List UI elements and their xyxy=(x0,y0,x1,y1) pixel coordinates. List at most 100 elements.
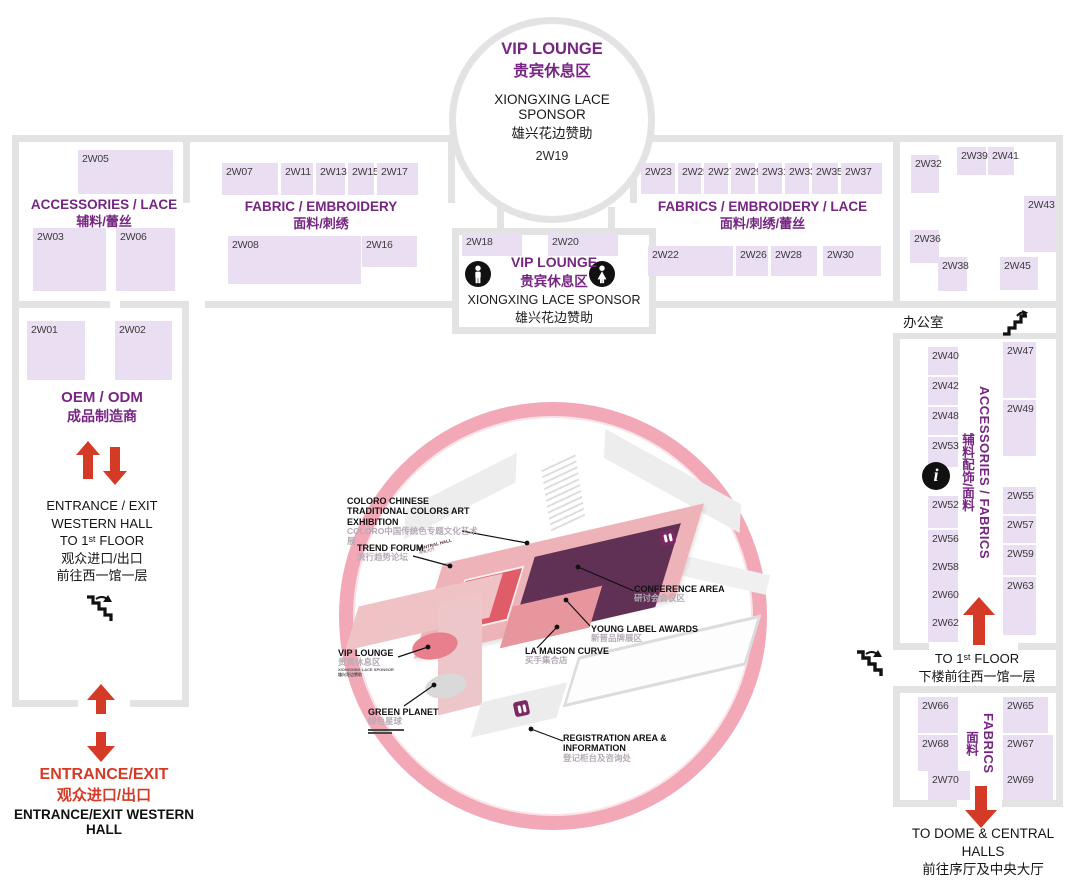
up-arrow xyxy=(963,597,995,645)
wall-segment xyxy=(893,301,1063,308)
booth: 2W42 xyxy=(928,377,959,405)
wall-segment xyxy=(182,308,189,707)
wall-segment xyxy=(893,643,929,650)
wall-segment xyxy=(12,135,450,142)
inset-annotation-cn: COLORO中国传统色专题文化艺术展 xyxy=(347,526,478,546)
vip-circle-outline xyxy=(449,17,655,223)
booth: 2W16 xyxy=(362,236,417,267)
wall-segment xyxy=(893,339,900,647)
vip-circle-sponsor: XIONGXING LACE xyxy=(494,92,610,107)
wall-segment xyxy=(893,333,1063,339)
booth: 2W27 xyxy=(704,163,735,194)
booth: 2W13 xyxy=(316,163,347,195)
booth: 2W15 xyxy=(348,163,379,195)
booth: 2W33 xyxy=(785,163,816,194)
inset-annotation: GREEN PLANET xyxy=(368,707,439,717)
booth: 2W40 xyxy=(928,347,959,375)
booth: 2W68 xyxy=(918,735,958,771)
booth: 2W02 xyxy=(115,321,172,380)
booth: 2W05 xyxy=(78,150,173,194)
inset-annotation: CONFERENCE AREA xyxy=(634,584,725,594)
booth: 2W60 xyxy=(928,586,959,614)
booth: 2W03 xyxy=(33,228,106,291)
wall-segment xyxy=(183,135,190,203)
booth: 2W11 xyxy=(281,163,313,195)
wall-segment xyxy=(205,301,457,308)
inset-annotation: YOUNG LABEL AWARDS xyxy=(591,624,699,634)
booth: 2W28 xyxy=(771,246,817,276)
section-title: FABRIC / EMBROIDERY xyxy=(244,199,398,214)
booth: 2W29 xyxy=(731,163,762,194)
office-label: 办公室 xyxy=(903,315,944,330)
booth: 2W56 xyxy=(928,530,959,558)
vip-bar-sponsor: XIONGXING LACE SPONSOR xyxy=(467,293,641,307)
inset-annotation-cn: 流行趋势论坛 xyxy=(357,552,409,563)
section-title-cn: 面料 xyxy=(964,730,978,756)
section-title: ACCESSORIES / LACE xyxy=(30,197,178,212)
male-restroom-icon xyxy=(465,261,491,287)
inset-annotation: COLORO CHINESE TRADITIONAL COLORS ART EX… xyxy=(347,496,470,527)
stairs-down-icon xyxy=(857,650,883,676)
entrance-label: ENTRANCE/EXIT xyxy=(39,766,169,783)
booth: 2W59 xyxy=(1003,545,1036,575)
wall-segment xyxy=(645,135,1063,142)
wall-segment xyxy=(12,135,19,707)
wall-segment xyxy=(1002,800,1063,807)
booth: 2W55 xyxy=(1003,487,1036,514)
booth: 2W65 xyxy=(1003,697,1048,733)
section-title: OEM / ODM xyxy=(61,389,143,406)
booth: 2W49 xyxy=(1003,400,1036,456)
wall-segment xyxy=(1056,135,1063,807)
booth: 2W38 xyxy=(938,257,969,291)
up-down-arrow xyxy=(87,684,115,762)
inset-annotation-sub: 雄兴花边赞助 xyxy=(338,671,362,677)
inset-annotation-cn: 贵宾休息区 xyxy=(338,657,381,668)
section-title: FABRICS xyxy=(981,712,996,774)
booth: 2W43 xyxy=(1024,196,1056,252)
inset-annotation-sub xyxy=(368,728,404,731)
booth: 2W01 xyxy=(27,321,85,380)
booth: 2W69 xyxy=(1003,771,1053,800)
wall-segment xyxy=(130,700,189,707)
vip-bar-title: VIP LOUNGE xyxy=(510,254,598,270)
note-line: 前往西一馆一层 xyxy=(56,568,148,584)
inset-annotation-cn: 新晋品牌展区 xyxy=(591,633,643,644)
inset-annotation-sub: XIONGXING LACE SPONSOR xyxy=(338,667,394,673)
female-restroom-icon xyxy=(589,261,615,287)
wall-segment xyxy=(1018,643,1063,650)
booth: 2W30 xyxy=(823,246,881,276)
booth: 2W58 xyxy=(928,558,959,586)
booth: 2W31 xyxy=(758,163,789,194)
inset-annotation: VIP LOUNGE xyxy=(338,648,394,658)
booth: 2W48 xyxy=(928,407,959,435)
note-line: 下楼前往西一馆一层 xyxy=(918,668,1036,684)
inset-annotation-cn: 登记柜台及咨询处 xyxy=(563,752,632,763)
booth: 2W26 xyxy=(736,246,768,276)
booth: 2W57 xyxy=(1003,516,1036,543)
inset-annotation: LA MAISON CURVE xyxy=(525,646,610,656)
wall-segment xyxy=(497,207,504,233)
booth: 2W36 xyxy=(910,230,941,263)
wall-segment xyxy=(893,688,900,807)
booth: 2W19 xyxy=(535,149,569,163)
up-arrow xyxy=(76,441,100,479)
wall-segment xyxy=(893,686,1063,693)
booth: 2W47 xyxy=(1003,342,1036,398)
inset-annotation-sub xyxy=(368,732,392,735)
entrance-label-cn: 观众进口/出口 xyxy=(56,787,152,804)
inset-leader-lines xyxy=(397,530,635,742)
vip-circle-sponsor-cn: 雄兴花边赞助 xyxy=(511,126,593,141)
booth: 2W17 xyxy=(377,163,418,195)
stairs-up-icon xyxy=(1003,310,1028,336)
booth: 2W52 xyxy=(928,496,959,528)
inset-annotation-cn: 研讨会会议区 xyxy=(634,593,686,604)
booth: 2W35 xyxy=(812,163,843,194)
down-arrow xyxy=(103,447,127,485)
booth: 2W63 xyxy=(1003,577,1036,635)
note-line: WESTERN HALL xyxy=(51,515,153,531)
booth: 2W67 xyxy=(1003,735,1053,771)
booth: 2W07 xyxy=(222,163,278,195)
section-title: ACCESSORIES / FABRICS xyxy=(977,385,992,560)
vip-circle-title-cn: 贵宾休息区 xyxy=(513,63,591,80)
wall-segment xyxy=(12,301,110,308)
